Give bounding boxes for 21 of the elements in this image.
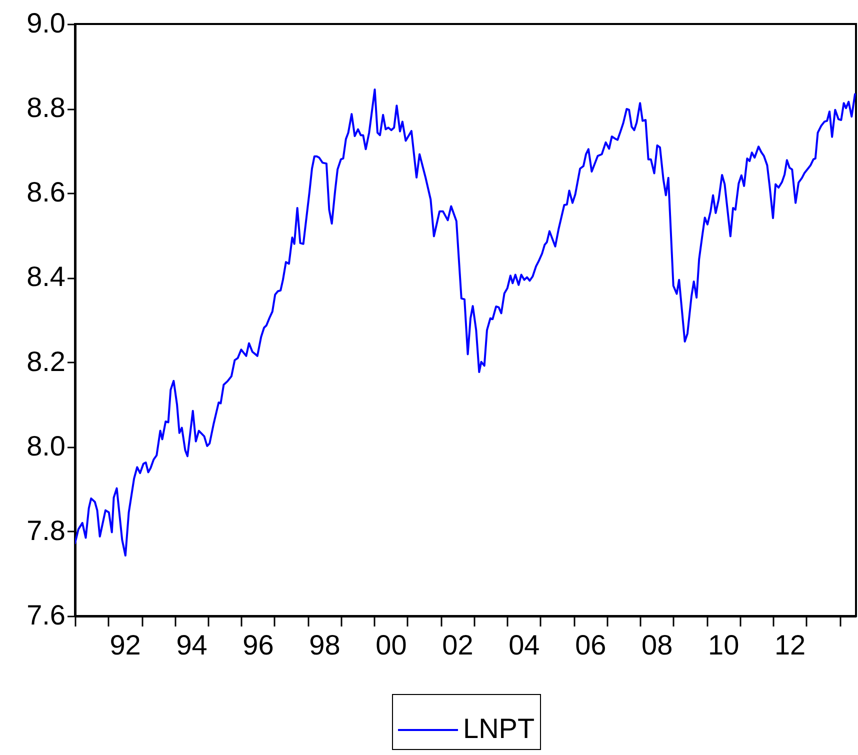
x-tick-label: 02: [442, 630, 474, 660]
x-tick-label: 98: [309, 630, 340, 660]
x-tick-label: 96: [242, 630, 274, 660]
x-tick-label: 10: [708, 630, 740, 660]
line-series: [75, 88, 856, 557]
x-tick-label: 94: [176, 630, 208, 660]
x-tick-label: 12: [774, 630, 806, 660]
y-tick-label: 8.4: [26, 261, 66, 292]
x-tick-label: 08: [642, 630, 673, 660]
y-tick-label: 8.6: [26, 176, 66, 208]
x-tick-label: 00: [376, 630, 407, 660]
y-tick-label: 8.2: [26, 346, 66, 377]
legend-label: LNPT: [463, 713, 535, 744]
y-tick-label: 7.8: [26, 514, 66, 546]
x-tick-label: 06: [575, 630, 606, 660]
y-tick-label: 9.0: [26, 8, 66, 38]
x-tick-label: 04: [508, 630, 540, 660]
x-tick-label: 92: [110, 630, 141, 660]
y-tick-label: 8.8: [26, 92, 66, 124]
y-tick-label: 7.6: [26, 600, 66, 630]
y-tick-label: 8.0: [26, 430, 66, 462]
